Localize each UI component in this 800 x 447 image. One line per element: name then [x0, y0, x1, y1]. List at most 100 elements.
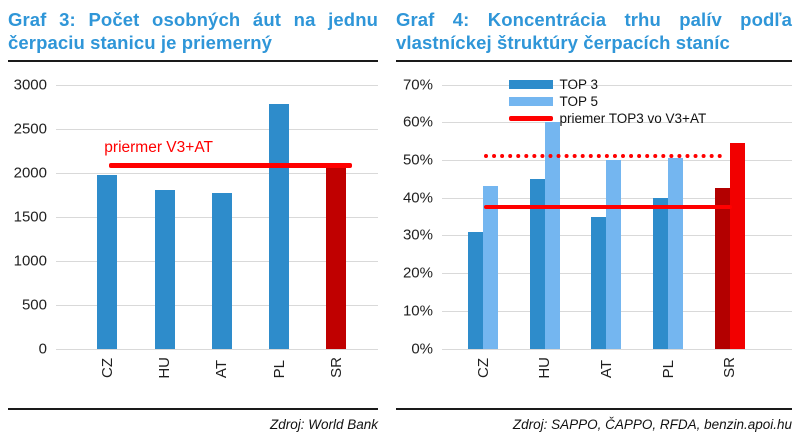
chart-title-graf4: Graf 4: Koncentrácia trhu palív podľa vl… — [396, 9, 792, 54]
gridline — [56, 172, 378, 174]
gridline — [56, 84, 378, 86]
legend: TOP 3 TOP 5 priemer TOP3 vo V3+AT — [508, 77, 707, 127]
gridline — [442, 84, 792, 86]
y-tick-label: 30% — [402, 226, 433, 244]
x-tick-label-pl: PL — [269, 354, 289, 378]
title-divider — [396, 59, 792, 62]
x-tick-label-hu: HU — [530, 351, 560, 379]
bar-hu-top5 — [544, 122, 560, 349]
x-tick-text: AT — [213, 360, 231, 379]
x-axis: CZ HU AT PL SR — [442, 351, 792, 398]
x-tick-labels: CZ HU AT PL SR — [56, 351, 378, 379]
source-label: Zdroj: World Bank — [269, 416, 378, 432]
bar-hu — [154, 190, 175, 349]
bar-hu-top3 — [529, 178, 545, 349]
bar-group-pl — [269, 85, 290, 349]
y-tick-label: 0% — [411, 340, 433, 358]
x-tick-text: CZ — [474, 358, 492, 379]
y-tick-label: 2000 — [13, 164, 47, 182]
bar-group-hu — [529, 85, 560, 349]
y-tick-label: 1000 — [13, 252, 47, 270]
legend-label: TOP 5 — [559, 94, 599, 110]
legend-line-swatch — [508, 116, 553, 121]
x-tick-text: SR — [327, 357, 345, 379]
y-tick-label: 3000 — [13, 76, 47, 94]
x-tick-labels: CZ HU AT PL SR — [442, 351, 792, 379]
bar-pl-top3 — [653, 197, 669, 349]
gridline — [442, 122, 792, 124]
y-tick-label: 60% — [402, 113, 433, 131]
x-tick-label-hu: HU — [155, 351, 175, 379]
bar-group-at — [211, 85, 232, 349]
chart-panel-graf4: Graf 4: Koncentrácia trhu palív podľa vl… — [396, 8, 792, 447]
y-tick-label: 0 — [38, 340, 47, 358]
bar-group-sr — [714, 85, 745, 349]
bar-pl-top5 — [668, 158, 684, 349]
legend-label: priemer TOP3 vo V3+AT — [559, 111, 707, 127]
gridline — [56, 348, 378, 350]
x-tick-label-sr: SR — [715, 351, 745, 378]
chart-body: 0% 10% 20% 30% 40% 50% 60% 70% TOP 3 TOP 5 prieme… — [396, 76, 792, 357]
x-axis: CZ HU AT PL SR — [56, 351, 378, 398]
y-axis: 0 500 1000 1500 2000 2500 3000 — [8, 76, 56, 357]
y-tick-label: 20% — [402, 264, 433, 282]
legend-label: TOP 3 — [559, 77, 599, 93]
y-tick-label: 500 — [21, 296, 47, 314]
bar-sr-top5 — [729, 143, 745, 349]
legend-color-swatch — [508, 80, 553, 90]
legend-item-top-5: TOP 5 — [508, 94, 707, 110]
y-tick-label: 40% — [402, 189, 433, 207]
bar-cz — [97, 175, 118, 349]
legend-item-top-3: TOP 3 — [508, 77, 707, 93]
x-tick-label-pl: PL — [653, 354, 683, 378]
chart-panel-graf3: Graf 3: Počet osobných áut na jednu čerp… — [8, 8, 378, 447]
x-tick-label-cz: CZ — [97, 352, 117, 378]
title-divider — [8, 59, 378, 62]
annotation-label: priermer V3+AT — [104, 138, 213, 156]
bar-pl — [269, 103, 290, 349]
bar-group-cz — [97, 85, 118, 349]
plot-area: priermer V3+AT — [56, 84, 378, 350]
bar-sr-top3 — [714, 188, 730, 349]
chart-title-graf3: Graf 3: Počet osobných áut na jednu čerp… — [8, 9, 378, 54]
bar-group-cz — [468, 85, 499, 349]
y-tick-label: 50% — [402, 151, 433, 169]
x-tick-text: PL — [659, 359, 677, 379]
legend-color-swatch — [508, 97, 553, 107]
x-tick-text: HU — [156, 356, 173, 379]
x-tick-text: AT — [597, 360, 615, 379]
gridline — [56, 128, 378, 130]
chart-body: 0 500 1000 1500 2000 2500 3000 priermer V3+AT — [8, 76, 378, 357]
y-tick-label: 2500 — [13, 120, 47, 138]
x-tick-label-sr: SR — [326, 351, 346, 378]
bar-at — [211, 192, 232, 349]
bar-group-sr — [326, 85, 347, 349]
bar-at-top3 — [591, 216, 607, 349]
source-divider — [396, 407, 792, 410]
annotation-line-solid — [484, 204, 732, 210]
plot-area: TOP 3 TOP 5 priemer TOP3 vo V3+AT — [442, 77, 792, 350]
y-tick-label: 70% — [402, 76, 433, 94]
annotation-line-solid — [109, 163, 353, 168]
x-tick-text: CZ — [98, 358, 116, 379]
bar-group-hu — [154, 85, 175, 349]
x-tick-label-at: AT — [591, 354, 621, 378]
legend-item-priemer-top3-vo-v3+at: priemer TOP3 vo V3+AT — [508, 111, 707, 127]
bar-row — [56, 85, 378, 349]
bar-cz-top3 — [468, 231, 484, 349]
bar-at-top5 — [606, 160, 622, 349]
gridline — [442, 348, 792, 350]
x-tick-label-at: AT — [212, 354, 232, 378]
source-divider — [8, 407, 378, 410]
y-axis: 0% 10% 20% 30% 40% 50% 60% 70% — [396, 76, 442, 357]
bar-sr — [326, 165, 347, 349]
x-tick-text: HU — [536, 356, 554, 379]
annotation-line-dotted — [484, 154, 722, 159]
source-label: Zdroj: SAPPO, ČAPPO, RFDA, benzin.apoi.h… — [512, 416, 792, 432]
x-tick-label-cz: CZ — [468, 352, 498, 378]
x-tick-text: PL — [270, 359, 288, 379]
x-tick-text: SR — [721, 357, 739, 379]
y-tick-label: 1500 — [13, 208, 47, 226]
bar-cz-top5 — [483, 186, 499, 349]
